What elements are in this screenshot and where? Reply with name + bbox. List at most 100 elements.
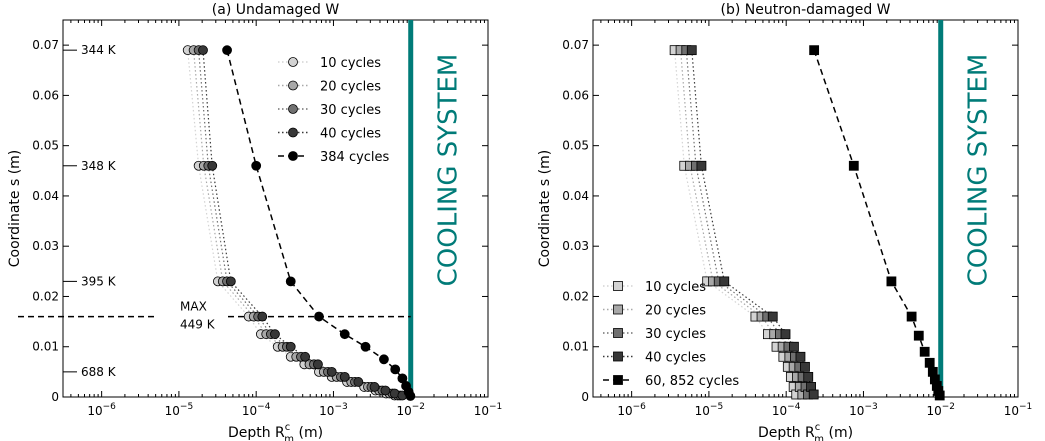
- series-line: [202, 50, 403, 397]
- legend-marker: [288, 80, 298, 91]
- data-point: [696, 160, 707, 171]
- data-point: [251, 160, 262, 171]
- max-temperature-label: 449 K: [180, 318, 216, 332]
- x-tick-label: 10−1: [1004, 402, 1033, 418]
- temperature-mark-label: 688 K: [81, 365, 117, 379]
- x-axis-label: Depth Rc m (m): [758, 422, 853, 441]
- x-tick-label-base: 10: [396, 404, 411, 418]
- legend-marker: [613, 351, 623, 362]
- x-tick-label-exponent: −6: [633, 402, 647, 412]
- x-tick-label-exponent: −4: [787, 402, 801, 412]
- x-tick-label-base: 10: [772, 404, 787, 418]
- data-point: [339, 329, 350, 340]
- series-line: [187, 50, 395, 397]
- legend-label: 10 cycles: [320, 56, 381, 71]
- y-tick-label: 0: [581, 390, 589, 404]
- series-line: [198, 50, 401, 397]
- x-tick-label: 10−5: [695, 402, 724, 418]
- x-axis-label-base: Depth R: [758, 425, 815, 441]
- data-point: [803, 371, 814, 382]
- x-tick-label: 10−1: [474, 402, 503, 418]
- x-tick-label-base: 10: [926, 404, 941, 418]
- data-point: [270, 329, 280, 340]
- x-axis-label-subscript: m: [814, 434, 824, 441]
- data-point: [686, 45, 697, 56]
- x-axis-label-base: Depth R: [228, 425, 285, 441]
- data-point: [789, 341, 799, 352]
- series-4: [198, 45, 408, 401]
- data-point: [314, 311, 324, 322]
- legend-label: 10 cycles: [645, 280, 706, 295]
- x-tick-label-base: 10: [695, 404, 710, 418]
- y-tick-label: 0.07: [32, 38, 59, 52]
- temperature-mark-label: 395 K: [81, 274, 117, 288]
- y-axis-label: Coordinate s (m): [7, 150, 23, 268]
- x-tick-label: 10−4: [242, 402, 271, 418]
- data-point: [934, 390, 945, 401]
- legend-label: 30 cycles: [320, 103, 381, 118]
- data-point: [285, 276, 296, 287]
- x-tick-label-exponent: −4: [257, 402, 271, 412]
- x-tick-label-base: 10: [474, 404, 489, 418]
- series-5: [222, 45, 416, 401]
- y-tick-label: 0.01: [32, 340, 59, 354]
- data-point: [360, 341, 371, 352]
- legend-label: 40 cycles: [645, 351, 706, 366]
- chart-title: (a) Undamaged W: [212, 2, 340, 18]
- data-point: [257, 311, 268, 322]
- data-point: [207, 160, 218, 171]
- x-tick-label-exponent: −5: [180, 402, 193, 412]
- data-point: [300, 351, 311, 362]
- legend-marker: [613, 375, 623, 385]
- temperature-mark-label: 348 K: [81, 159, 117, 173]
- legend-label: 30 cycles: [645, 327, 706, 342]
- legend-label: 40 cycles: [320, 127, 381, 142]
- data-point: [339, 371, 350, 382]
- legend: 10 cycles 20 cycles 30 cycles 40 cycles 384 …: [278, 56, 390, 165]
- data-point: [913, 330, 924, 341]
- legend-label: 20 cycles: [645, 304, 706, 319]
- x-tick-label: 10−4: [772, 402, 801, 418]
- x-tick-label-exponent: −1: [489, 402, 502, 412]
- cooling-system-label: COOLING SYSTEM: [964, 54, 994, 287]
- data-point: [924, 357, 935, 368]
- x-axis-label-superscript: c: [285, 422, 291, 433]
- legend-label: 60, 852 cycles: [645, 374, 739, 389]
- data-point: [919, 346, 930, 357]
- data-point: [379, 354, 389, 365]
- x-tick-label-exponent: −6: [103, 402, 117, 412]
- x-tick-label-exponent: −1: [1019, 402, 1032, 412]
- data-point: [225, 276, 236, 287]
- x-tick-label: 10−3: [849, 402, 878, 418]
- legend-marker: [288, 151, 298, 161]
- series-line: [226, 50, 412, 397]
- x-tick-label: 10−6: [617, 402, 646, 418]
- chart-panel-a: (a) Undamaged W 0 0.01 0.02 0.03 0.04 0.05 0.06…: [7, 2, 502, 441]
- x-axis-label-subscript: m: [284, 434, 294, 441]
- x-axis-label-unit: (m): [824, 425, 853, 441]
- plot-frame: [62, 19, 489, 398]
- series-4: [686, 45, 819, 400]
- x-tick-label-base: 10: [617, 404, 632, 418]
- series-5: [809, 45, 945, 401]
- data-point: [809, 45, 820, 56]
- temperature-mark-label: 344 K: [81, 43, 117, 57]
- x-tick-label-base: 10: [1004, 404, 1019, 418]
- x-tick-label: 10−2: [396, 402, 425, 418]
- max-label: MAX: [180, 300, 207, 314]
- y-tick-label: 0.06: [32, 88, 59, 102]
- y-tick-label: 0: [51, 390, 59, 404]
- legend-marker: [613, 328, 623, 338]
- y-tick-label: 0.04: [32, 189, 59, 203]
- data-point: [808, 389, 819, 400]
- series-3: [193, 45, 406, 401]
- x-tick-label: 10−2: [926, 402, 955, 418]
- legend-label: 20 cycles: [320, 80, 381, 95]
- x-tick-label-base: 10: [319, 404, 334, 418]
- y-tick-label: 0.02: [32, 289, 59, 303]
- x-tick-label-exponent: −2: [942, 402, 955, 412]
- legend-marker: [288, 127, 298, 138]
- data-point: [800, 361, 810, 372]
- x-tick-label-exponent: −3: [864, 402, 877, 412]
